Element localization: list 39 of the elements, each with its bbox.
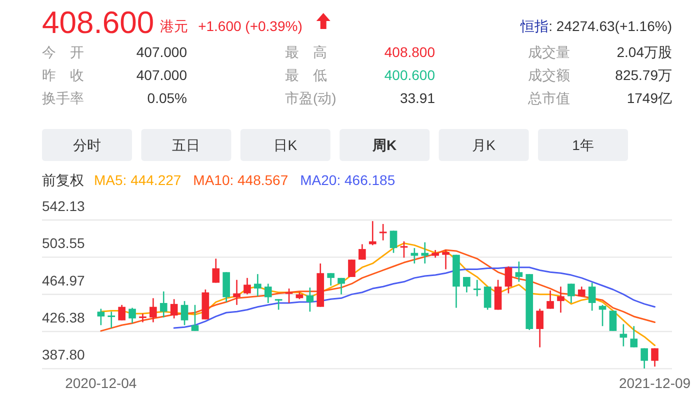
text: 33.91 [400, 90, 436, 106]
legend-title: 前复权 [42, 172, 84, 188]
x-tick-label: 2020-12-04 [65, 375, 137, 391]
text: 成交量 [528, 44, 570, 60]
text: 昨 收 [42, 67, 84, 83]
text: 最 低 [285, 67, 327, 83]
text: 市盈(动) [285, 90, 336, 106]
text: 1年 [572, 137, 594, 153]
text: MA10: 448.567 [193, 172, 288, 188]
text: 月K [472, 137, 496, 153]
text: 2.04万股 [616, 44, 672, 60]
x-tick-label: 2021-12-09 [618, 375, 691, 391]
text: 恒指: 24274.63(+1.16%) [520, 18, 672, 34]
text: 0.05% [147, 90, 187, 106]
text: 最 高 [285, 44, 327, 60]
text: MA20: 466.185 [300, 172, 396, 188]
text: 换手率 [42, 90, 84, 106]
text: 今 开 [42, 44, 84, 60]
text: MA5: 444.227 [94, 172, 182, 188]
text: 407.000 [136, 67, 188, 83]
text: +1.600 (+0.39%) [198, 18, 302, 34]
text: 408.800 [384, 44, 436, 60]
text: 五日 [172, 137, 200, 153]
text: 分时 [73, 137, 101, 153]
text: 成交额 [528, 67, 570, 83]
y-tick-label: 542.13 [42, 198, 86, 214]
y-tick-label: 464.97 [42, 272, 86, 288]
text: 港元 [160, 18, 188, 34]
y-tick-label: 426.38 [42, 310, 86, 326]
text: 408.600 [42, 5, 154, 40]
text: 周K [372, 137, 397, 153]
text: 400.600 [384, 67, 436, 83]
text: 825.79万 [615, 67, 672, 83]
y-tick-label: 503.55 [42, 235, 86, 252]
y-tick-label: 387.80 [42, 346, 86, 363]
text: 1749亿 [626, 90, 672, 106]
text: 日K [274, 137, 298, 153]
text: 407.000 [136, 44, 188, 60]
text: 总市值 [527, 90, 570, 106]
